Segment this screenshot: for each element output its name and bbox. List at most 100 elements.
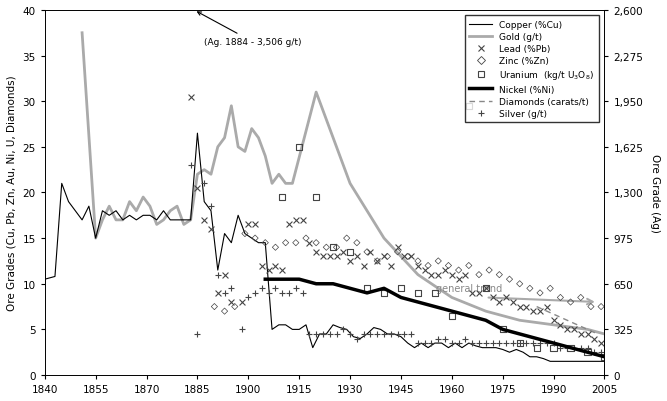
Point xyxy=(555,294,566,301)
Point xyxy=(205,226,216,233)
Point xyxy=(392,249,403,255)
Point xyxy=(192,331,203,337)
Point xyxy=(480,286,491,292)
Point xyxy=(446,313,457,319)
Point xyxy=(270,245,281,251)
Point xyxy=(504,276,515,283)
Point xyxy=(345,331,356,337)
Point xyxy=(263,267,274,273)
Point xyxy=(487,340,498,346)
Point xyxy=(521,340,532,346)
Point xyxy=(338,249,349,255)
Point xyxy=(324,331,335,337)
Point xyxy=(290,286,301,292)
Point xyxy=(542,340,552,346)
Point xyxy=(454,340,464,346)
Point xyxy=(219,308,230,314)
Point xyxy=(379,290,390,296)
Point xyxy=(192,185,203,192)
Point xyxy=(213,290,223,296)
Point xyxy=(413,263,424,269)
Point xyxy=(406,331,416,337)
Point xyxy=(342,235,352,242)
Point xyxy=(219,272,230,278)
Point xyxy=(331,245,342,251)
Point xyxy=(260,240,271,246)
Point xyxy=(548,344,559,351)
Point xyxy=(249,222,260,228)
Point xyxy=(331,331,342,337)
Point xyxy=(545,286,556,292)
Point xyxy=(501,294,512,301)
Point xyxy=(331,253,342,260)
Point xyxy=(270,263,281,269)
Point xyxy=(283,222,294,228)
Point xyxy=(185,162,196,169)
Point xyxy=(301,235,311,242)
Point xyxy=(446,272,457,278)
Point xyxy=(494,299,505,306)
Point xyxy=(413,258,424,265)
Point xyxy=(257,263,267,269)
Point xyxy=(236,326,247,333)
Point xyxy=(402,253,413,260)
Point xyxy=(440,267,450,273)
Point xyxy=(317,331,328,337)
Point xyxy=(426,340,437,346)
Point xyxy=(596,349,606,356)
Point xyxy=(249,235,260,242)
Point xyxy=(508,299,518,306)
Legend: Copper (%Cu), Gold (g/t), Lead (%Pb), Zinc (%Zn), Uranium  (kg/t U$_3$O$_8$), Ni: Copper (%Cu), Gold (g/t), Lead (%Pb), Zi… xyxy=(465,16,599,123)
Point xyxy=(226,286,237,292)
Point xyxy=(586,304,596,310)
Point xyxy=(379,253,390,260)
Point xyxy=(582,349,593,356)
Point xyxy=(236,299,247,306)
Point xyxy=(535,290,546,296)
Point xyxy=(562,326,572,333)
Point xyxy=(345,249,356,255)
Point xyxy=(243,294,253,301)
Point xyxy=(487,294,498,301)
Point xyxy=(327,245,338,251)
Point xyxy=(464,103,474,110)
Text: (Ag. 1884 - 3,506 g/t): (Ag. 1884 - 3,506 g/t) xyxy=(197,13,301,47)
Point xyxy=(219,290,230,296)
Point xyxy=(311,331,321,337)
Point xyxy=(365,331,376,337)
Y-axis label: Ore Grade (Ag): Ore Grade (Ag) xyxy=(650,154,660,232)
Point xyxy=(185,94,196,101)
Point xyxy=(582,331,593,337)
Point xyxy=(443,263,454,269)
Point xyxy=(467,290,478,296)
Point xyxy=(542,304,552,310)
Point xyxy=(474,340,484,346)
Point xyxy=(532,344,542,351)
Point xyxy=(263,290,274,296)
Point xyxy=(283,290,294,296)
Point xyxy=(467,340,478,346)
Point xyxy=(311,240,321,246)
Text: general trend: general trend xyxy=(436,283,502,293)
Point xyxy=(596,304,606,310)
Point xyxy=(270,286,281,292)
Point xyxy=(362,286,372,292)
Point xyxy=(277,290,287,296)
Point xyxy=(426,272,437,278)
Point xyxy=(562,344,572,351)
Point xyxy=(480,340,491,346)
Point xyxy=(508,340,518,346)
Point xyxy=(528,340,538,346)
Point xyxy=(209,304,219,310)
Point xyxy=(460,272,471,278)
Point xyxy=(304,240,315,246)
Point xyxy=(474,272,484,278)
Point xyxy=(362,249,372,255)
Point xyxy=(576,331,586,337)
Point xyxy=(524,286,535,292)
Point xyxy=(440,336,450,342)
Point xyxy=(352,253,362,260)
Point xyxy=(257,286,267,292)
Point xyxy=(317,253,328,260)
Point xyxy=(297,290,308,296)
